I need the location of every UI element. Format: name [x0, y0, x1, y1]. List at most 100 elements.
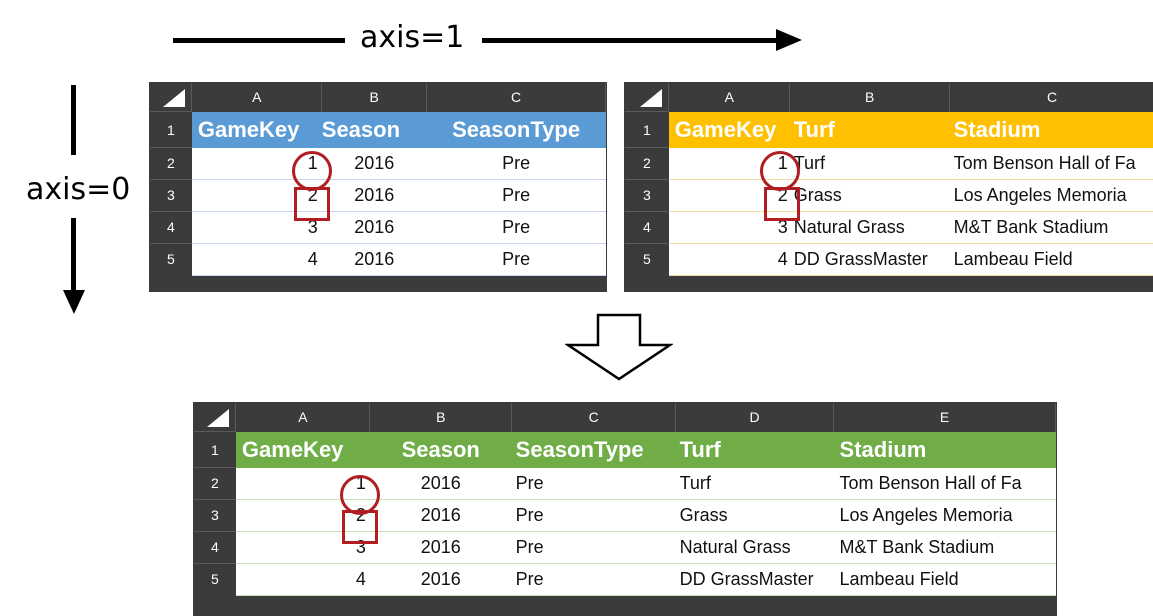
cell[interactable]: Lambeau Field: [833, 563, 1056, 596]
header-cell[interactable]: Stadium: [833, 431, 1056, 468]
row-number[interactable]: 1: [150, 111, 192, 148]
cell[interactable]: Pre: [426, 179, 606, 212]
column-letter[interactable]: C: [949, 83, 1153, 112]
cell[interactable]: 4: [191, 243, 322, 276]
cell[interactable]: 3: [191, 211, 322, 244]
row-number[interactable]: 5: [150, 242, 192, 275]
result-table: A B C D E 1 GameKey Season SeasonType Tu…: [194, 403, 1056, 596]
axis1-arrowhead-icon: [776, 29, 802, 51]
table-row: 3 2 Grass Los Angeles Memoria: [625, 178, 1153, 212]
cell[interactable]: M&T Bank Stadium: [949, 211, 1153, 244]
column-letter[interactable]: B: [321, 83, 428, 112]
right-spreadsheet: A B C 1 GameKey Turf Stadium 2 1 Turf To…: [624, 82, 1153, 292]
header-cell[interactable]: Turf: [675, 431, 834, 468]
cell[interactable]: Pre: [511, 499, 676, 532]
select-all-corner[interactable]: [625, 83, 670, 112]
column-letter[interactable]: A: [235, 403, 371, 432]
cell[interactable]: 2016: [321, 179, 427, 212]
cell[interactable]: Pre: [426, 243, 606, 276]
cell[interactable]: 3: [235, 531, 370, 564]
column-letter[interactable]: C: [426, 83, 606, 112]
table-row: 3 2 2016 Pre Grass Los Angeles Memoria: [194, 498, 1056, 532]
row-number[interactable]: 3: [150, 178, 192, 211]
row-number[interactable]: 2: [150, 147, 192, 179]
cell[interactable]: Pre: [426, 211, 606, 244]
cell[interactable]: 4: [235, 563, 370, 596]
column-header-row: A B C D E: [194, 403, 1056, 432]
column-letter[interactable]: A: [668, 83, 791, 112]
header-cell[interactable]: SeasonType: [511, 431, 676, 468]
header-cell[interactable]: GameKey: [668, 111, 790, 148]
header-row: 1 GameKey Season SeasonType: [150, 111, 606, 148]
result-spreadsheet: A B C D E 1 GameKey Season SeasonType Tu…: [193, 402, 1057, 616]
cell[interactable]: 4: [668, 243, 790, 276]
cell[interactable]: Grass: [789, 179, 950, 212]
cell[interactable]: 2016: [369, 563, 512, 596]
column-letter[interactable]: C: [511, 403, 677, 432]
right-table: A B C 1 GameKey Turf Stadium 2 1 Turf To…: [625, 83, 1153, 276]
header-row: 1 GameKey Season SeasonType Turf Stadium: [194, 431, 1056, 468]
axis0-arrow-bottom-segment: [71, 218, 76, 294]
row-number[interactable]: 3: [194, 498, 236, 531]
highlight-square-mark: [764, 187, 800, 221]
cell[interactable]: Pre: [511, 531, 676, 564]
axis0-label: axis=0: [26, 172, 131, 207]
table-row: 3 2 2016 Pre: [150, 178, 606, 212]
cell[interactable]: Lambeau Field: [949, 243, 1153, 276]
cell[interactable]: Pre: [511, 467, 676, 500]
cell[interactable]: 2016: [321, 243, 427, 276]
header-cell[interactable]: Season: [321, 111, 427, 148]
cell[interactable]: 3: [668, 211, 790, 244]
column-letter[interactable]: B: [789, 83, 951, 112]
cell[interactable]: 2016: [369, 467, 512, 500]
column-letter[interactable]: A: [191, 83, 323, 112]
cell[interactable]: Turf: [675, 467, 834, 500]
cell[interactable]: 2016: [321, 211, 427, 244]
axis0-arrowhead-icon: [63, 290, 85, 314]
cell[interactable]: Turf: [789, 147, 950, 180]
header-cell[interactable]: Stadium: [949, 111, 1153, 148]
cell[interactable]: Los Angeles Memoria: [833, 499, 1056, 532]
select-all-corner[interactable]: [150, 83, 193, 112]
cell[interactable]: Tom Benson Hall of Fa: [833, 467, 1056, 500]
cell[interactable]: Tom Benson Hall of Fa: [949, 147, 1153, 180]
row-number[interactable]: 5: [625, 242, 669, 275]
row-number[interactable]: 1: [194, 431, 236, 468]
row-number[interactable]: 1: [625, 111, 669, 148]
row-number[interactable]: 3: [625, 178, 669, 211]
header-cell[interactable]: Turf: [789, 111, 950, 148]
cell[interactable]: 2016: [369, 531, 512, 564]
down-arrow-icon: [565, 313, 673, 381]
table-row: 2 1 2016 Pre: [150, 147, 606, 180]
cell[interactable]: DD GrassMaster: [789, 243, 950, 276]
highlight-square-mark: [342, 510, 378, 544]
row-number[interactable]: 4: [150, 210, 192, 243]
header-cell[interactable]: Season: [369, 431, 512, 468]
cell[interactable]: Pre: [426, 147, 606, 180]
cell[interactable]: Pre: [511, 563, 676, 596]
row-number[interactable]: 2: [625, 147, 669, 179]
axis1-arrow-right-segment: [482, 38, 782, 43]
column-letter[interactable]: D: [675, 403, 835, 432]
cell[interactable]: Natural Grass: [789, 211, 950, 244]
header-cell[interactable]: SeasonType: [426, 111, 606, 148]
column-letter[interactable]: E: [833, 403, 1056, 432]
header-cell[interactable]: GameKey: [191, 111, 322, 148]
table-row: 5 4 2016 Pre DD GrassMaster Lambeau Fiel…: [194, 562, 1056, 596]
cell[interactable]: Los Angeles Memoria: [949, 179, 1153, 212]
cell[interactable]: Natural Grass: [675, 531, 834, 564]
row-number[interactable]: 2: [194, 467, 236, 499]
select-all-corner[interactable]: [194, 403, 237, 432]
left-table: A B C 1 GameKey Season SeasonType 2 1 20…: [150, 83, 606, 276]
row-number[interactable]: 4: [625, 210, 669, 243]
cell[interactable]: 2016: [369, 499, 512, 532]
cell[interactable]: DD GrassMaster: [675, 563, 834, 596]
axis0-arrow-top-segment: [71, 85, 76, 155]
cell[interactable]: M&T Bank Stadium: [833, 531, 1056, 564]
header-cell[interactable]: GameKey: [235, 431, 370, 468]
row-number[interactable]: 5: [194, 562, 236, 595]
column-letter[interactable]: B: [369, 403, 513, 432]
row-number[interactable]: 4: [194, 530, 236, 563]
cell[interactable]: 2016: [321, 147, 427, 180]
cell[interactable]: Grass: [675, 499, 834, 532]
